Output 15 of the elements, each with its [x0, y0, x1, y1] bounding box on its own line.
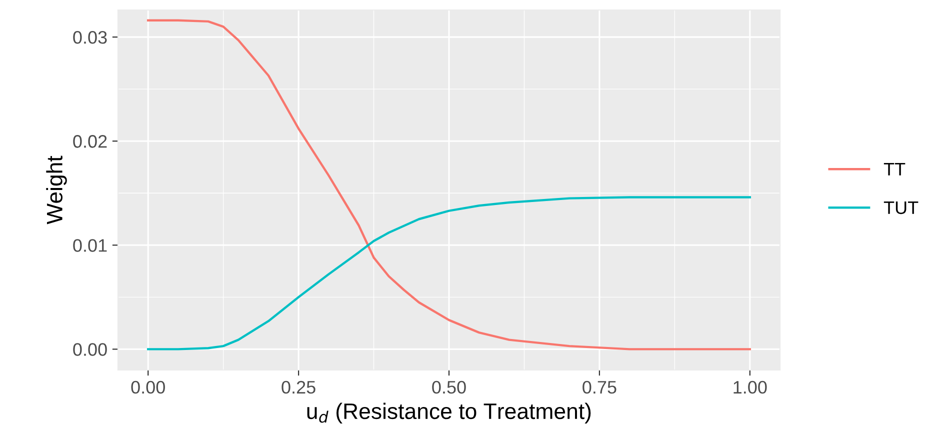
- legend-label: TT: [884, 163, 906, 176]
- y-tick-label: 0.00: [73, 343, 107, 356]
- x-tick-label: 0.25: [282, 380, 316, 394]
- x-tick-label: 0.75: [582, 380, 616, 394]
- x-tick-label: 1.00: [734, 380, 767, 394]
- x-tick-label: 0.00: [131, 380, 165, 394]
- x-axis-title: u$_{d}$ (Resistance to Treatment): [307, 402, 591, 424]
- legend-label: TUT: [884, 201, 918, 214]
- y-axis-title: Weight: [46, 156, 67, 224]
- y-tick-label: 0.03: [73, 30, 107, 44]
- y-tick-label: 0.02: [73, 135, 107, 148]
- line-series: [146, 19, 752, 350]
- y-tick-label: 0.01: [73, 239, 107, 252]
- x-tick-label: 0.50: [432, 380, 466, 394]
- line-series: [146, 196, 752, 350]
